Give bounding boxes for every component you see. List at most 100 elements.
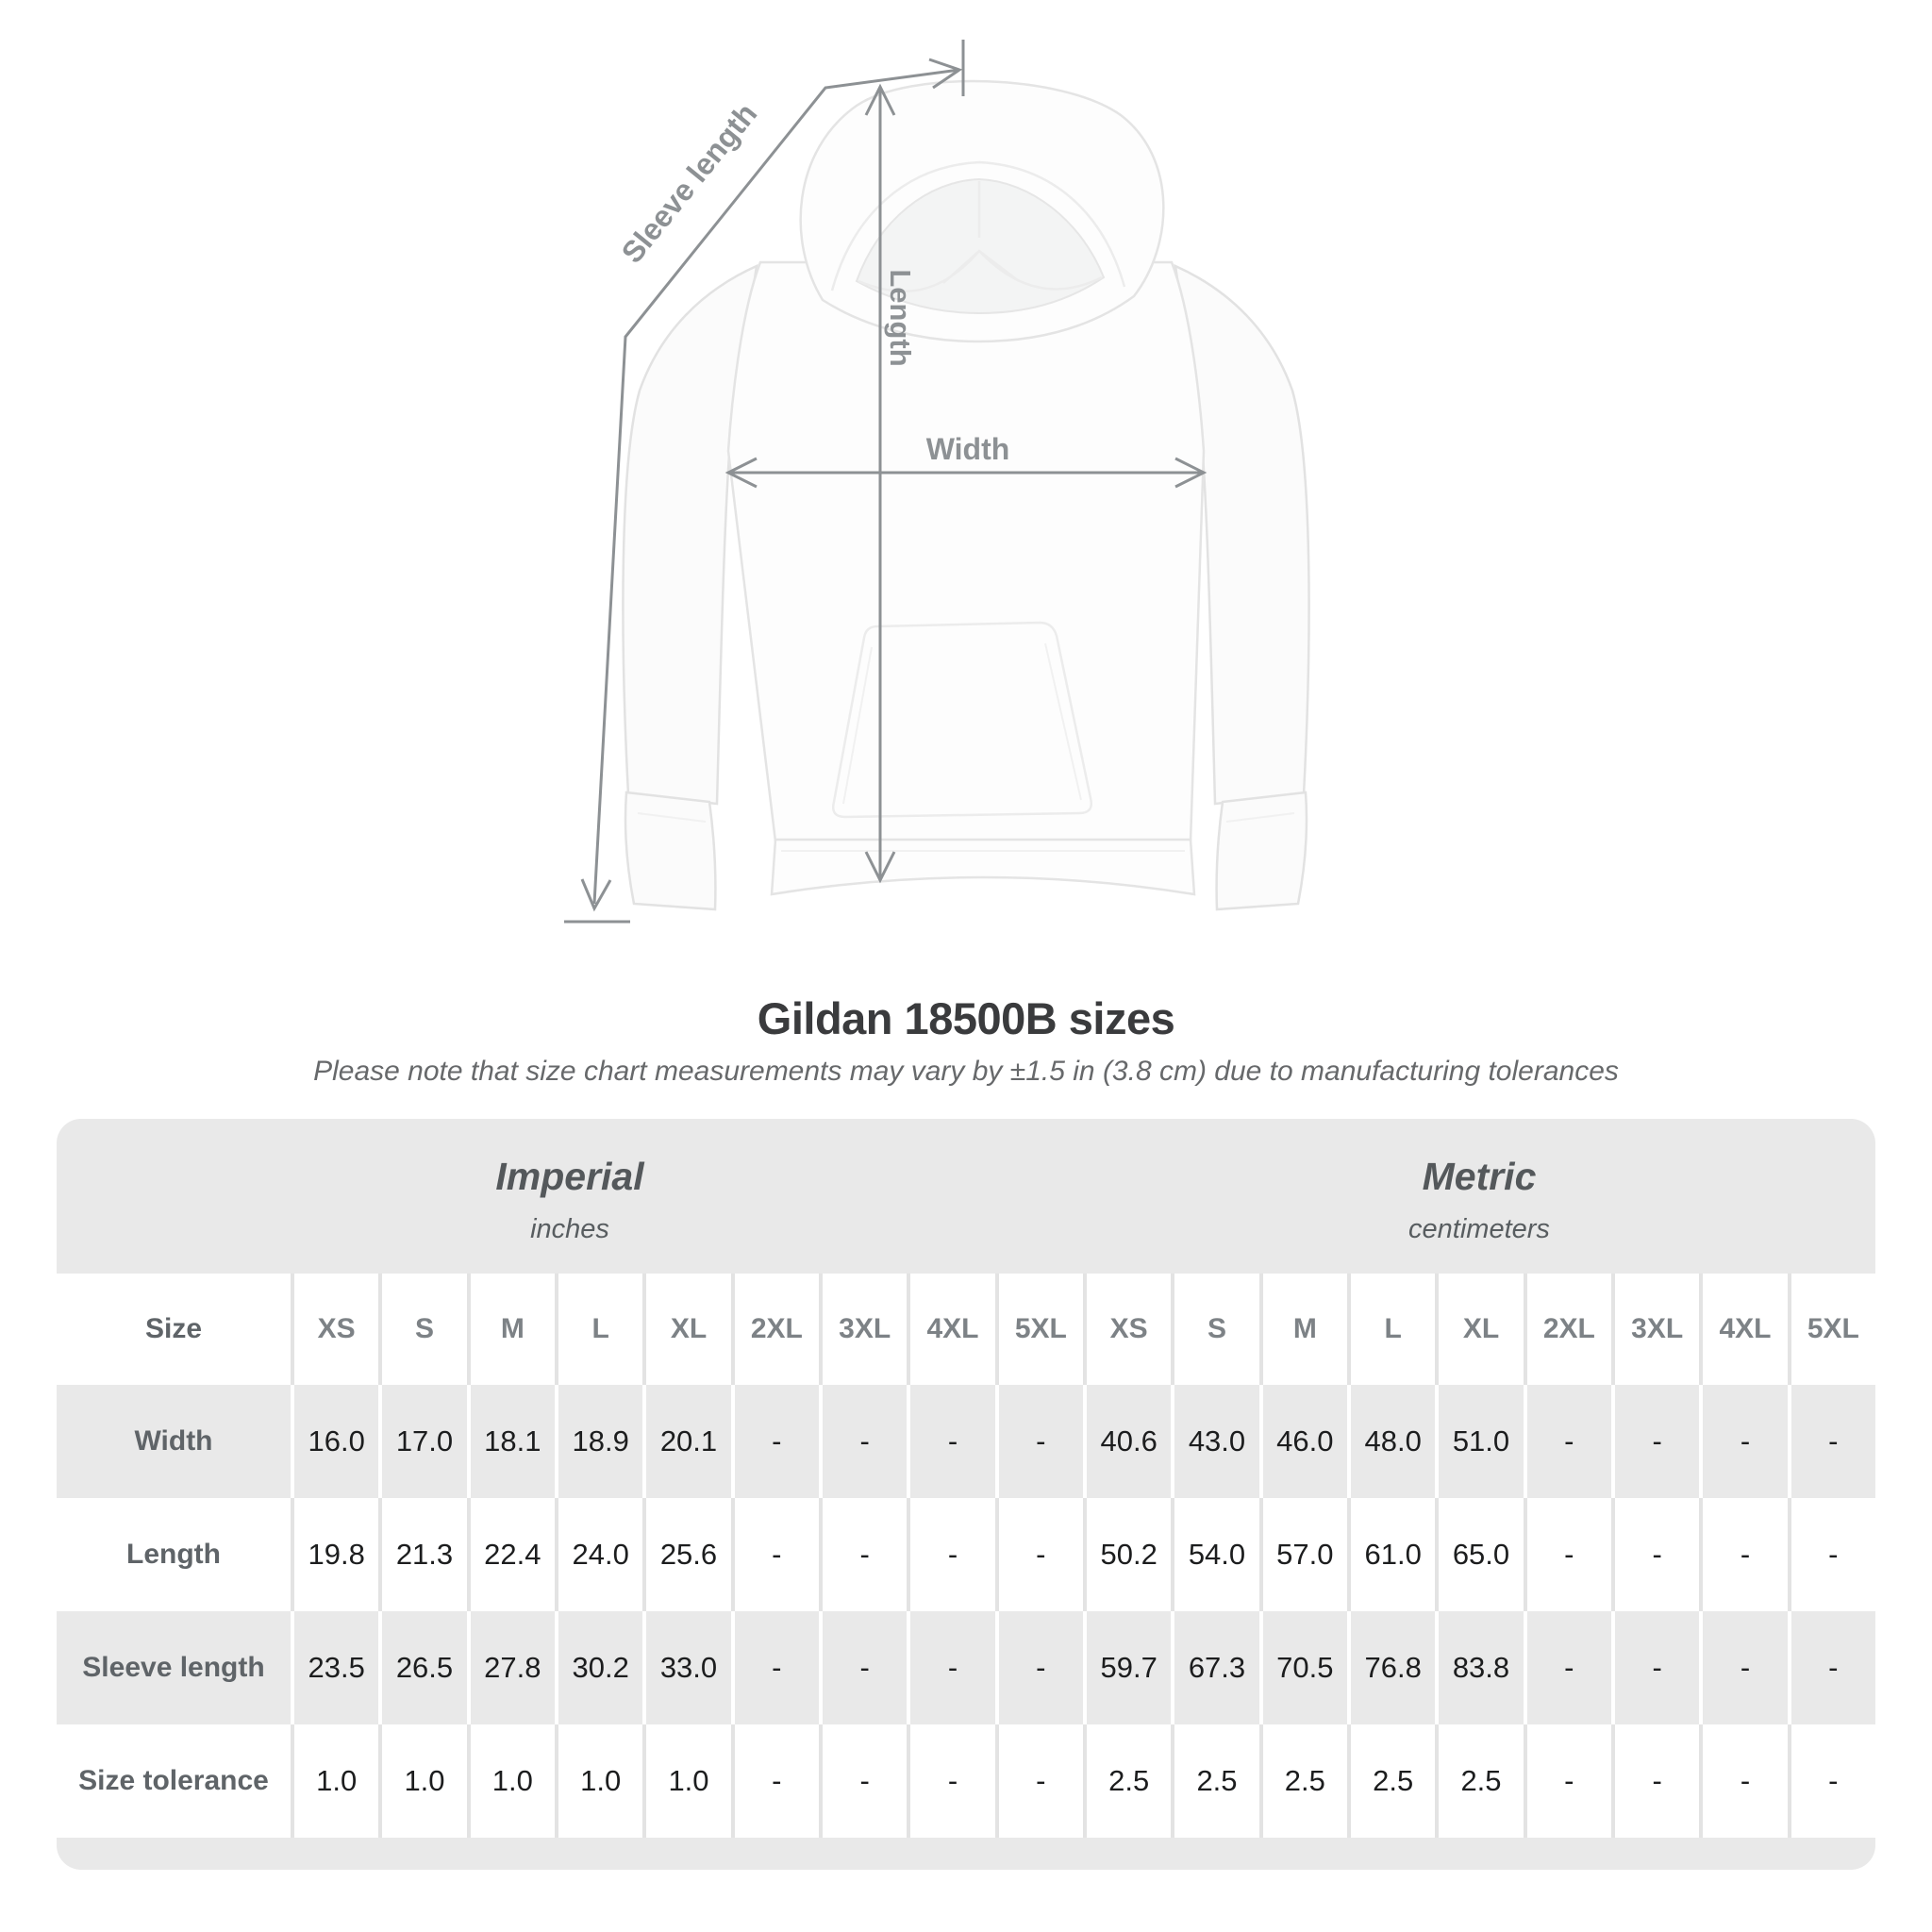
row-label-width: Width bbox=[134, 1425, 213, 1457]
cell-width-metric-l: 48.0 bbox=[1347, 1385, 1435, 1498]
cell-size-tolerance-metric-s: 2.5 bbox=[1171, 1724, 1258, 1838]
cell-size-tolerance-imperial-3xl: - bbox=[819, 1724, 907, 1838]
hoodie-hem-band bbox=[770, 838, 1196, 896]
width-annotation-label: Width bbox=[926, 432, 1010, 466]
column-header-metric-s: S bbox=[1171, 1274, 1258, 1385]
cell-length-imperial-xs: 19.8 bbox=[291, 1498, 378, 1611]
sleeve-length-line bbox=[592, 68, 960, 905]
cell-sleeve-length-metric-3xl: - bbox=[1611, 1611, 1699, 1724]
unit-group-metric-name: Metric bbox=[1422, 1155, 1537, 1198]
cell-width-metric-4xl: - bbox=[1699, 1385, 1787, 1498]
cell-width-metric-s: 43.0 bbox=[1171, 1385, 1258, 1498]
unit-group-imperial-unit: inches bbox=[530, 1214, 609, 1244]
table-row-sleeve-length: Sleeve length 23.5 26.5 27.8 30.2 33.0- - - -59.… bbox=[57, 1611, 1875, 1724]
cell-width-imperial-2xl: - bbox=[730, 1385, 819, 1498]
size-chart-grid: Size XS S M L XL 2XL 3XL 4XL 5XL XS S M L XL 2XL 3XL 4XL 5… bbox=[57, 1274, 1875, 1838]
cell-size-tolerance-imperial-l: 1.0 bbox=[555, 1724, 642, 1838]
hoodie-illustration: Sleeve length Length Width bbox=[564, 40, 1310, 924]
cell-length-imperial-5xl: - bbox=[994, 1498, 1083, 1611]
sleeve-length-arrowhead-bottom bbox=[580, 878, 612, 912]
column-header-imperial-xs: XS bbox=[291, 1274, 378, 1385]
cell-width-imperial-xl: 20.1 bbox=[642, 1385, 730, 1498]
cell-sleeve-length-imperial-5xl: - bbox=[994, 1611, 1083, 1724]
cell-sleeve-length-metric-2xl: - bbox=[1523, 1611, 1611, 1724]
cell-size-tolerance-metric-3xl: - bbox=[1611, 1724, 1699, 1838]
cell-size-tolerance-imperial-m: 1.0 bbox=[466, 1724, 555, 1838]
width-arrowhead-right bbox=[1174, 457, 1208, 489]
cell-size-tolerance-metric-5xl: - bbox=[1787, 1724, 1875, 1838]
cell-sleeve-length-imperial-xl: 33.0 bbox=[642, 1611, 730, 1724]
cell-sleeve-length-imperial-xs: 23.5 bbox=[291, 1611, 378, 1724]
cell-width-metric-3xl: - bbox=[1611, 1385, 1699, 1498]
hoodie-right-cuff bbox=[1215, 791, 1308, 911]
column-header-imperial-4xl: 4XL bbox=[907, 1274, 994, 1385]
column-header-metric-4xl: 4XL bbox=[1699, 1274, 1787, 1385]
hoodie-left-cuff bbox=[624, 791, 717, 911]
length-annotation-label: Length bbox=[884, 269, 917, 366]
cell-sleeve-length-metric-xl: 83.8 bbox=[1435, 1611, 1523, 1724]
cell-length-metric-xl: 65.0 bbox=[1435, 1498, 1523, 1611]
column-header-metric-l: L bbox=[1347, 1274, 1435, 1385]
table-footer-strip bbox=[57, 1838, 1875, 1870]
column-header-metric-xs: XS bbox=[1083, 1274, 1171, 1385]
cell-length-imperial-s: 21.3 bbox=[378, 1498, 466, 1611]
cell-size-tolerance-metric-xs: 2.5 bbox=[1083, 1724, 1171, 1838]
cell-length-metric-s: 54.0 bbox=[1171, 1498, 1258, 1611]
unit-group-metric-unit: centimeters bbox=[1408, 1214, 1550, 1244]
cell-length-imperial-4xl: - bbox=[907, 1498, 994, 1611]
cell-length-metric-m: 57.0 bbox=[1258, 1498, 1347, 1611]
cell-size-tolerance-imperial-4xl: - bbox=[907, 1724, 994, 1838]
column-header-metric-5xl: 5XL bbox=[1787, 1274, 1875, 1385]
cell-width-imperial-l: 18.9 bbox=[555, 1385, 642, 1498]
cell-size-tolerance-metric-xl: 2.5 bbox=[1435, 1724, 1523, 1838]
cell-size-tolerance-imperial-s: 1.0 bbox=[378, 1724, 466, 1838]
column-header-imperial-l: L bbox=[555, 1274, 642, 1385]
cell-width-imperial-xs: 16.0 bbox=[291, 1385, 378, 1498]
cell-width-metric-m: 46.0 bbox=[1258, 1385, 1347, 1498]
column-header-imperial-2xl: 2XL bbox=[730, 1274, 819, 1385]
unit-group-imperial: Imperial inches bbox=[57, 1119, 1083, 1274]
hoodie-pocket bbox=[832, 621, 1092, 819]
column-header-metric-3xl: 3XL bbox=[1611, 1274, 1699, 1385]
cell-size-tolerance-imperial-5xl: - bbox=[994, 1724, 1083, 1838]
cell-sleeve-length-imperial-l: 30.2 bbox=[555, 1611, 642, 1724]
cell-sleeve-length-imperial-m: 27.8 bbox=[466, 1611, 555, 1724]
column-header-imperial-s: S bbox=[378, 1274, 466, 1385]
sleeve-length-annotation-label: Sleeve length bbox=[615, 97, 764, 270]
hoodie-hood-rim bbox=[830, 160, 1126, 291]
cell-length-imperial-xl: 25.6 bbox=[642, 1498, 730, 1611]
cell-width-imperial-4xl: - bbox=[907, 1385, 994, 1498]
row-label-sleeve-length: Sleeve length bbox=[82, 1652, 265, 1683]
row-label-size-tolerance: Size tolerance bbox=[78, 1765, 269, 1796]
column-header-imperial-3xl: 3XL bbox=[819, 1274, 907, 1385]
cell-sleeve-length-metric-l: 76.8 bbox=[1347, 1611, 1435, 1724]
column-header-size: Size bbox=[144, 1313, 203, 1344]
hoodie-hood-folds bbox=[858, 181, 1103, 292]
column-header-imperial-m: M bbox=[466, 1274, 555, 1385]
unit-group-imperial-name: Imperial bbox=[495, 1155, 644, 1198]
column-header-metric-m: M bbox=[1258, 1274, 1347, 1385]
cell-length-metric-l: 61.0 bbox=[1347, 1498, 1435, 1611]
cell-width-imperial-m: 18.1 bbox=[466, 1385, 555, 1498]
unit-group-metric: Metric centimeters bbox=[1083, 1119, 1875, 1274]
cell-size-tolerance-metric-2xl: - bbox=[1523, 1724, 1611, 1838]
hoodie-left-sleeve bbox=[622, 263, 758, 806]
table-row-width: Width 16.0 17.0 18.1 18.9 20.1- - - -40.6 43.0 46.… bbox=[57, 1385, 1875, 1498]
cell-sleeve-length-metric-s: 67.3 bbox=[1171, 1611, 1258, 1724]
size-chart-table: Imperial inches Metric centimeters Size X… bbox=[57, 1119, 1875, 1870]
cell-length-metric-3xl: - bbox=[1611, 1498, 1699, 1611]
cell-length-metric-xs: 50.2 bbox=[1083, 1498, 1171, 1611]
table-header-row: Size XS S M L XL 2XL 3XL 4XL 5XL XS S M L XL 2XL 3XL 4XL 5… bbox=[57, 1274, 1875, 1385]
width-annotation: Width bbox=[724, 432, 1208, 489]
hoodie-right-sleeve bbox=[1174, 263, 1310, 806]
sleeve-length-arrowhead-top bbox=[928, 58, 963, 90]
cell-sleeve-length-metric-xs: 59.7 bbox=[1083, 1611, 1171, 1724]
unit-band: Imperial inches Metric centimeters bbox=[57, 1119, 1875, 1274]
cell-width-imperial-s: 17.0 bbox=[378, 1385, 466, 1498]
cell-size-tolerance-metric-l: 2.5 bbox=[1347, 1724, 1435, 1838]
cell-length-metric-4xl: - bbox=[1699, 1498, 1787, 1611]
cell-length-imperial-3xl: - bbox=[819, 1498, 907, 1611]
cell-length-imperial-2xl: - bbox=[730, 1498, 819, 1611]
row-label-length: Length bbox=[126, 1539, 221, 1570]
cell-size-tolerance-metric-4xl: - bbox=[1699, 1724, 1787, 1838]
